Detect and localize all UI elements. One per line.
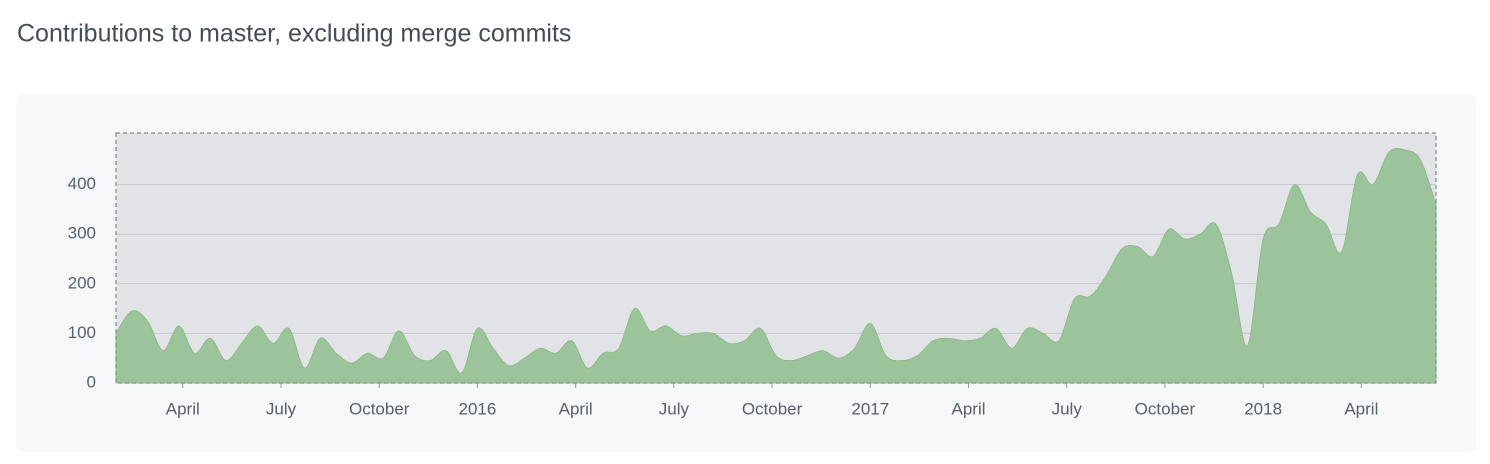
area — [115, 147, 1437, 384]
x-tick-label: April — [166, 399, 200, 418]
x-tick-label: July — [1052, 399, 1083, 418]
x-tick-label: October — [1135, 399, 1196, 418]
y-tick-label: 300 — [68, 224, 96, 243]
y-tick-label: 400 — [68, 174, 96, 193]
plot-border — [115, 132, 1437, 384]
x-tick-label: 2018 — [1244, 399, 1282, 418]
y-tick-label: 200 — [68, 273, 96, 292]
y-tick-label: 0 — [87, 372, 96, 391]
x-tick-label: April — [951, 399, 985, 418]
x-tick-label: October — [742, 399, 803, 418]
x-tick-label: 2017 — [851, 399, 889, 418]
chart-title: Contributions to master, excluding merge… — [17, 20, 571, 48]
x-tick-label: July — [266, 399, 297, 418]
x-tick-label: April — [559, 399, 593, 418]
x-tick-label: April — [1344, 399, 1378, 418]
x-tick-label: October — [349, 399, 410, 418]
y-tick-label: 100 — [68, 323, 96, 342]
x-tick-label: 2016 — [459, 399, 497, 418]
x-tick-label: July — [659, 399, 690, 418]
